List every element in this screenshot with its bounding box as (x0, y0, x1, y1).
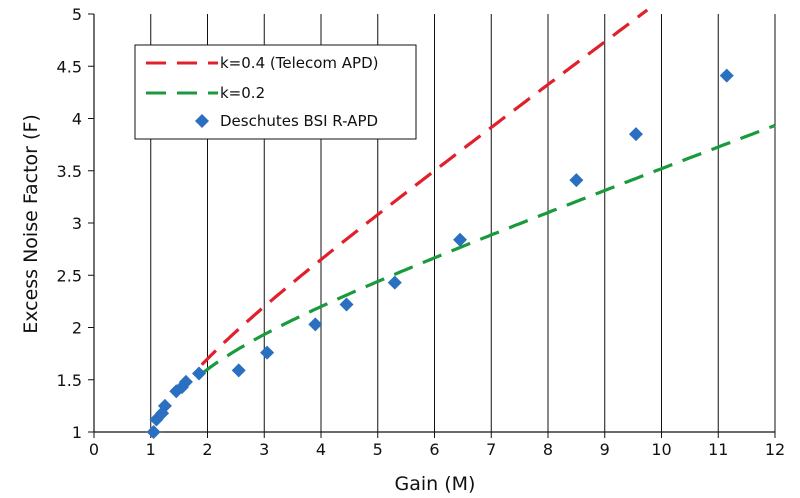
axes (88, 13, 776, 438)
x-tick-label: 11 (708, 440, 728, 459)
y-tick-label: 1 (72, 423, 82, 442)
x-tick-label: 1 (146, 440, 156, 459)
y-axis-title: Excess Noise Factor (F) (20, 114, 42, 334)
data-point (387, 275, 402, 290)
data-point (178, 374, 193, 389)
y-tick-label: 4.5 (57, 57, 82, 76)
series-line-0 (200, 8, 649, 366)
data-point (569, 173, 584, 188)
x-tick-label: 7 (486, 440, 496, 459)
x-tick-label: 12 (765, 440, 785, 459)
data-point (339, 297, 354, 312)
x-tick-label: 10 (651, 440, 671, 459)
x-tick-label: 5 (373, 440, 383, 459)
series-line-1 (200, 123, 776, 375)
legend: k=0.4 (Telecom APD) k=0.2 Deschutes BSI … (134, 44, 417, 140)
x-tick-label: 2 (202, 440, 212, 459)
x-tick-label: 3 (259, 440, 269, 459)
legend-label-k02: k=0.2 (220, 84, 265, 102)
data-point (146, 425, 161, 439)
legend-label-deschutes: Deschutes BSI R-APD (220, 112, 378, 130)
data-point (719, 68, 734, 83)
y-tick-label: 3 (72, 214, 82, 233)
x-axis-title: Gain (M) (395, 473, 476, 495)
data-point (231, 363, 246, 378)
x-tick-label: 4 (316, 440, 326, 459)
data-point (191, 366, 206, 381)
y-tick-label: 5 (72, 5, 82, 24)
y-tick-label: 2 (72, 319, 82, 338)
x-tick-label: 6 (429, 440, 439, 459)
data-point (260, 345, 275, 360)
data-point (628, 127, 643, 142)
data-markers (146, 68, 734, 439)
data-point (157, 398, 172, 413)
y-tick-label: 4 (72, 110, 82, 129)
series-lines (200, 8, 776, 375)
legend-label-k04: k=0.4 (Telecom APD) (220, 54, 378, 72)
y-tick-label: 2.5 (57, 266, 82, 285)
y-tick-label: 3.5 (57, 162, 82, 181)
x-tick-label: 8 (543, 440, 553, 459)
legend-swatch-diamond (195, 114, 209, 128)
data-point (308, 317, 323, 332)
data-point (453, 232, 468, 247)
x-tick-label: 0 (89, 440, 99, 459)
x-tick-label: 9 (600, 440, 610, 459)
y-tick-label: 1.5 (57, 371, 82, 390)
